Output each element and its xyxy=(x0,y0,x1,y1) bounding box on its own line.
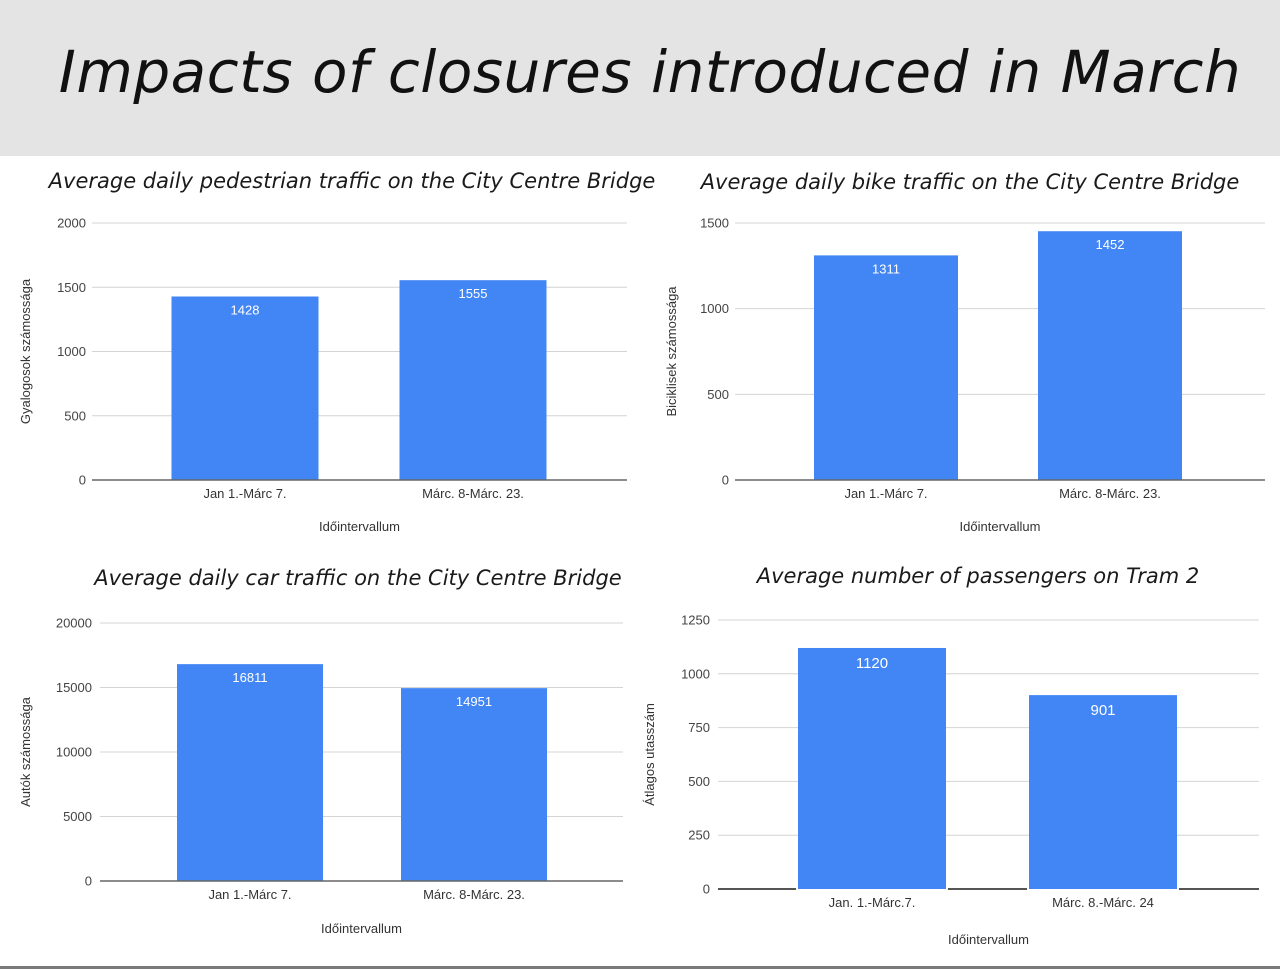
y-axis-title: Gyalogosok számossága xyxy=(18,278,33,424)
y-tick-label: 10000 xyxy=(56,745,92,760)
bar-data-label: 1311 xyxy=(872,261,900,276)
chart-title-bike: Average daily bike traffic on the City C… xyxy=(700,170,1240,194)
y-axis-title: Biciklisek számossága xyxy=(664,286,679,417)
bar-data-label: 901 xyxy=(1090,702,1115,719)
y-tick-label: 1000 xyxy=(57,344,86,359)
bar-data-label: 1555 xyxy=(459,286,488,301)
chart-pedestrian: 0 500 1000 1500 2000 1428 Jan 1.-Márc 7. 1555 Má… xyxy=(18,216,627,534)
y-tick-label: 500 xyxy=(688,774,710,789)
y-tick-label: 500 xyxy=(64,408,86,423)
y-tick-label: 20000 xyxy=(56,616,92,631)
x-tick-label: Márc. 8-Márc. 23. xyxy=(1059,486,1161,501)
y-tick-label: 0 xyxy=(79,473,86,488)
bar xyxy=(1038,231,1182,480)
y-tick-label: 2000 xyxy=(57,216,86,231)
bar-data-label: 1120 xyxy=(856,655,888,672)
y-tick-label: 0 xyxy=(85,874,92,889)
bar-data-label: 1452 xyxy=(1096,237,1125,252)
y-tick-label: 1500 xyxy=(57,280,86,295)
chart-bike: 0 500 1000 1500 1311 Jan 1.-Márc 7. 1452 Márc. … xyxy=(664,216,1265,534)
y-tick-label: 15000 xyxy=(56,680,92,695)
header-banner: Impacts of closures introduced in March xyxy=(0,0,1280,156)
x-tick-label: Jan 1.-Márc 7. xyxy=(208,887,291,902)
bar xyxy=(399,280,547,480)
x-tick-label: Márc. 8-Márc. 23. xyxy=(423,887,525,902)
y-axis-title: Átlagos utasszám xyxy=(642,703,657,806)
x-axis-title: Időintervallum xyxy=(948,932,1029,947)
y-tick-label: 500 xyxy=(707,387,729,402)
y-tick-label: 1000 xyxy=(681,666,710,681)
chart-car: 0 5000 10000 15000 20000 16811 Jan 1.-Márc 7. 1… xyxy=(18,616,623,936)
bar xyxy=(1029,695,1177,889)
x-tick-label: Jan. 1.-Márc.7. xyxy=(829,895,916,910)
chart-tram: 0 250 500 750 1000 1250 1120 Jan. 1.-Márc.7. 901… xyxy=(642,613,1259,947)
x-tick-label: Jan 1.-Márc 7. xyxy=(203,486,286,501)
bar-data-label: 16811 xyxy=(232,670,267,685)
bar xyxy=(798,647,946,889)
x-axis-title: Időintervallum xyxy=(319,519,400,534)
x-axis-title: Időintervallum xyxy=(321,921,402,936)
y-tick-label: 5000 xyxy=(63,809,92,824)
y-axis-title: Autók számossága xyxy=(18,696,33,807)
bar-data-label: 1428 xyxy=(231,303,260,318)
x-tick-label: Márc. 8.-Márc. 24 xyxy=(1052,895,1154,910)
bar-data-label: 14951 xyxy=(456,694,492,709)
y-tick-label: 0 xyxy=(722,473,729,488)
bar xyxy=(171,296,319,480)
bottom-divider xyxy=(0,966,1280,969)
bar xyxy=(401,688,547,881)
bar xyxy=(814,255,958,480)
y-tick-label: 1500 xyxy=(700,216,729,231)
x-axis-title: Időintervallum xyxy=(960,519,1041,534)
y-tick-label: 250 xyxy=(688,828,710,843)
x-tick-label: Márc. 8-Márc. 23. xyxy=(422,486,524,501)
y-tick-label: 1000 xyxy=(700,301,729,316)
y-tick-label: 1250 xyxy=(681,613,710,628)
y-tick-label: 750 xyxy=(688,720,710,735)
bar xyxy=(177,664,323,881)
chart-title-pedestrian: Average daily pedestrian traffic on the … xyxy=(48,169,656,193)
y-tick-label: 0 xyxy=(703,882,710,897)
chart-title-tram: Average number of passengers on Tram 2 xyxy=(756,564,1200,588)
x-tick-label: Jan 1.-Márc 7. xyxy=(844,486,927,501)
page-title: Impacts of closures introduced in March xyxy=(58,38,1242,106)
chart-title-car: Average daily car traffic on the City Ce… xyxy=(94,566,622,590)
